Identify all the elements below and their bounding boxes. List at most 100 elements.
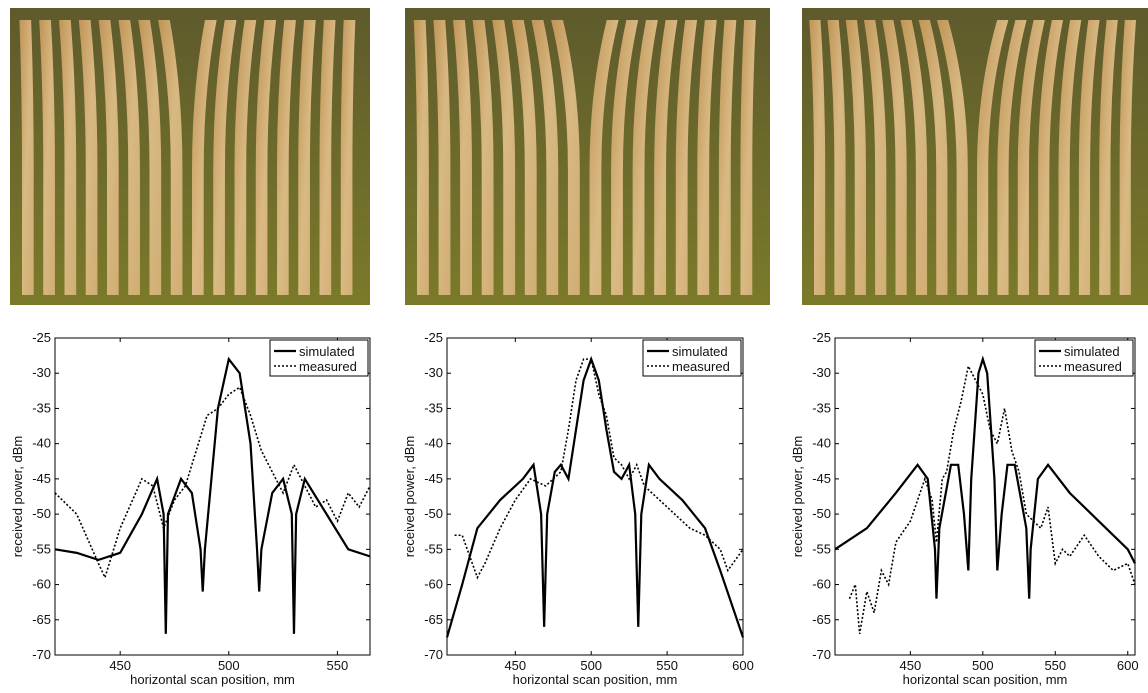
x-tick-label: 450 — [504, 658, 526, 673]
x-axis-label: horizontal scan position, mm — [513, 672, 678, 687]
stripe — [19, 20, 34, 295]
stripe — [551, 20, 580, 295]
stripe — [900, 20, 928, 295]
y-tick-label: -70 — [812, 647, 831, 662]
data-line — [54, 386, 371, 580]
stripe — [1078, 20, 1100, 295]
y-tick-label: -50 — [32, 506, 51, 521]
y-tick-label: -45 — [32, 471, 51, 486]
stripe — [78, 20, 98, 295]
stripe — [255, 20, 277, 295]
stripe — [845, 20, 866, 295]
y-tick-label: -55 — [812, 541, 831, 556]
legend-box — [642, 339, 742, 377]
legend-label: measured — [299, 359, 357, 374]
legend-box — [1034, 339, 1134, 377]
y-tick-label: -30 — [812, 365, 831, 380]
stripe — [1119, 20, 1137, 295]
data-line — [848, 363, 1136, 635]
stripe — [277, 20, 296, 295]
stripe — [118, 20, 140, 295]
stripe — [413, 20, 429, 295]
stripe — [340, 20, 356, 295]
y-tick-label: -55 — [424, 541, 443, 556]
stripe — [718, 20, 737, 295]
data-line — [54, 356, 371, 634]
stripe — [918, 20, 948, 295]
y-axis-label: received power, dBm — [10, 436, 25, 557]
y-tick-label: -55 — [32, 541, 51, 556]
y-tick-label: -70 — [32, 647, 51, 662]
x-tick-label: 500 — [580, 658, 602, 673]
stripe — [882, 20, 907, 295]
stripe — [654, 20, 678, 295]
x-tick-label: 500 — [218, 658, 240, 673]
stripe — [298, 20, 316, 295]
stripe — [740, 20, 756, 295]
legend-label: measured — [1064, 359, 1122, 374]
stripe — [59, 20, 77, 295]
photos — [10, 8, 1148, 305]
plot-area — [54, 337, 371, 656]
stripe — [138, 20, 162, 295]
y-tick-label: -25 — [812, 330, 831, 345]
y-tick-label: -60 — [32, 577, 51, 592]
x-tick-label: 550 — [656, 658, 678, 673]
y-axis-label: received power, dBm — [402, 436, 417, 557]
stripe — [863, 20, 887, 295]
stripe — [589, 20, 619, 295]
stripe — [319, 20, 336, 295]
stripe — [675, 20, 698, 295]
y-tick-label: -70 — [424, 647, 443, 662]
stripe — [809, 20, 826, 295]
stripe — [531, 20, 559, 295]
stripe — [997, 20, 1027, 295]
x-tick-label: 450 — [900, 658, 922, 673]
legend-label: measured — [672, 359, 730, 374]
y-tick-label: -50 — [812, 506, 831, 521]
legend-label: simulated — [1064, 344, 1120, 359]
x-tick-label: 550 — [1044, 658, 1066, 673]
stripe — [697, 20, 717, 295]
stripe — [234, 20, 257, 295]
x-tick-label: 600 — [1117, 658, 1139, 673]
y-tick-label: -40 — [32, 436, 51, 451]
y-tick-label: -35 — [32, 400, 51, 415]
y-tick-label: -35 — [812, 400, 831, 415]
y-tick-label: -40 — [812, 436, 831, 451]
y-tick-label: -30 — [32, 365, 51, 380]
stripe — [1099, 20, 1118, 295]
stripe — [472, 20, 494, 295]
y-tick-label: -35 — [424, 400, 443, 415]
plot-area — [446, 337, 744, 656]
stripe — [632, 20, 658, 295]
y-tick-label: -40 — [424, 436, 443, 451]
stripe — [1058, 20, 1082, 295]
stripe — [1017, 20, 1045, 295]
stripe — [39, 20, 55, 295]
x-axis-label: horizontal scan position, mm — [130, 672, 295, 687]
stripe — [192, 20, 217, 295]
stripe — [453, 20, 472, 295]
stripe — [158, 20, 183, 295]
y-tick-label: -45 — [812, 471, 831, 486]
legend-label: simulated — [672, 344, 728, 359]
stripe — [1038, 20, 1064, 295]
y-tick-label: -65 — [424, 612, 443, 627]
stripe — [611, 20, 639, 295]
y-tick-label: -45 — [424, 471, 443, 486]
y-tick-label: -60 — [812, 577, 831, 592]
x-axis-label: horizontal scan position, mm — [903, 672, 1068, 687]
stripe — [98, 20, 119, 295]
y-tick-label: -25 — [424, 330, 443, 345]
stripe — [213, 20, 237, 295]
stripe — [433, 20, 451, 295]
legend-box — [269, 339, 369, 377]
x-tick-label: 500 — [972, 658, 994, 673]
plot-area — [834, 337, 1136, 656]
legend-label: simulated — [299, 344, 355, 359]
y-tick-label: -30 — [424, 365, 443, 380]
y-tick-label: -65 — [32, 612, 51, 627]
stripe — [936, 20, 968, 295]
stripe — [511, 20, 537, 295]
